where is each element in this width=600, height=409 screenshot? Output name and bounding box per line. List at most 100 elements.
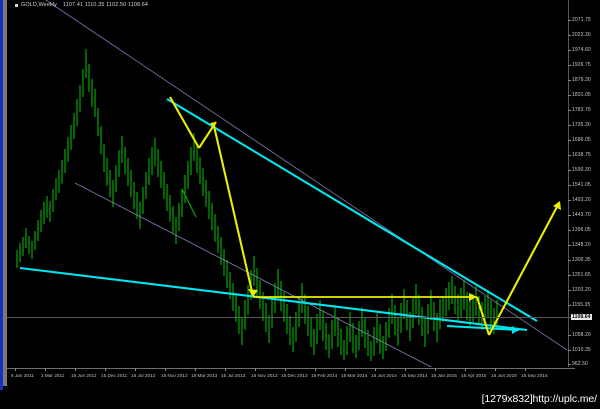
wedge-apex-arrowhead	[512, 326, 519, 334]
date-axis-label: 15 Dec 2013	[281, 373, 308, 378]
price-axis-label: 1879.30	[572, 77, 591, 83]
date-tick	[45, 368, 46, 371]
lower-ascending-trendline[interactable]	[19, 266, 528, 332]
price-tick	[568, 125, 571, 126]
final-drop-leg[interactable]	[475, 296, 491, 336]
price-axis-label: 1831.05	[572, 92, 591, 98]
date-tick	[375, 368, 376, 371]
wave-leg-3[interactable]	[212, 125, 255, 297]
price-axis-label: 1686.05	[572, 137, 591, 143]
price-tick	[568, 140, 571, 141]
price-axis-label: 1251.65	[572, 272, 591, 278]
price-axis-label: 1590.30	[572, 167, 591, 173]
price-axis-label: 1010.35	[572, 347, 591, 353]
price-axis-label: 1783.75	[572, 107, 591, 113]
price-axis-label: 1974.60	[572, 47, 591, 53]
price-tick	[568, 80, 571, 81]
current-price-label: 1108.64	[571, 314, 592, 320]
price-axis-label: 2022.30	[572, 32, 591, 38]
price-axis-label: 1926.75	[572, 62, 591, 68]
price-axis-label: 1203.20	[572, 287, 591, 293]
wave-leg-1[interactable]	[169, 96, 200, 149]
breakout-target-arrow[interactable]	[488, 202, 560, 336]
price-axis-label: 1735.30	[572, 122, 591, 128]
price-candles-right	[442, 276, 498, 334]
price-axis-label: 962.50	[572, 361, 588, 367]
price-tick	[568, 170, 571, 171]
price-tick	[568, 50, 571, 51]
date-tick	[465, 368, 466, 371]
date-tick	[285, 368, 286, 371]
price-tick	[568, 185, 571, 186]
date-axis-label: 15 Nov 2013	[251, 373, 278, 378]
price-tick	[568, 364, 571, 365]
price-tick	[568, 200, 571, 201]
date-tick	[435, 368, 436, 371]
date-tick	[105, 368, 106, 371]
price-axis-label: 1348.20	[572, 242, 591, 248]
price-axis-label: 2071.75	[572, 17, 591, 23]
date-tick	[495, 368, 496, 371]
window-left-border	[0, 0, 3, 409]
date-axis-label: 15 Feb 2014	[311, 373, 338, 378]
price-axis-label: 1155.35	[572, 302, 591, 308]
price-axis[interactable]: 2071.75 2022.30 1974.60 1926.75 1879.30 …	[568, 0, 600, 390]
current-price-line	[7, 317, 575, 318]
upper-guide-line	[45, 0, 568, 351]
date-axis-label: 15 Jan 2015	[431, 373, 457, 378]
price-tick	[568, 95, 571, 96]
date-tick	[15, 368, 16, 371]
date-axis[interactable]: 6 Jan 2011 1 Mar 2011 15 Jun 2011 15 Dec…	[7, 368, 600, 390]
date-axis-label: 15 Jun 2015	[491, 373, 517, 378]
chart-frame[interactable]: 2071.75 2022.30 1974.60 1926.75 1879.30 …	[7, 0, 600, 390]
date-axis-label: 15 Jul 2013	[221, 373, 246, 378]
date-axis-label: 15 Jun 2011	[71, 373, 97, 378]
date-axis-label: 1 Mar 2011	[41, 373, 65, 378]
date-axis-label: 15 Jun 2014	[371, 373, 397, 378]
price-tick	[568, 350, 571, 351]
wedge-apex-arrow[interactable]	[446, 324, 520, 332]
price-tick	[568, 245, 571, 246]
price-tick	[568, 35, 571, 36]
date-axis-label: 15 Nov 2012	[161, 373, 188, 378]
price-axis-label: 1058.20	[572, 332, 591, 338]
price-axis-label: 1638.75	[572, 152, 591, 158]
price-tick	[568, 215, 571, 216]
date-axis-label: 15 Apr 2015	[461, 373, 487, 378]
price-axis-label: 1541.05	[572, 182, 591, 188]
breakout-target-arrowhead	[553, 201, 561, 210]
date-tick	[165, 368, 166, 371]
horizontal-support-arrowhead	[469, 293, 477, 301]
date-tick	[195, 368, 196, 371]
date-tick	[525, 368, 526, 371]
date-tick	[255, 368, 256, 371]
price-tick	[568, 305, 571, 306]
chart-plot-area[interactable]	[7, 0, 575, 367]
price-tick	[568, 110, 571, 111]
date-axis-label: 15 Dec 2011	[101, 373, 128, 378]
price-axis-label: 1300.35	[572, 257, 591, 263]
price-tick	[568, 65, 571, 66]
watermark-strip: [1279x832]http://uplc.me/	[0, 390, 600, 409]
date-axis-label: 15 Mar 2014	[341, 373, 368, 378]
chart-title-bar: GOLD,Weekly 1107.41 1110.35 1102.50 1108…	[15, 2, 148, 9]
wave-leg-3-arrowhead	[248, 289, 258, 297]
dashed-guide-line	[74, 182, 433, 367]
price-tick	[568, 275, 571, 276]
descending-line-extension	[506, 302, 538, 322]
chart-symbol-label: GOLD,Weekly	[21, 2, 57, 8]
chart-ohlc-values: 1107.41 1110.35 1102.50 1108.64	[63, 2, 149, 8]
date-axis-label: 15 Sep 2015	[521, 373, 548, 378]
watermark-text: [1279x832]http://uplc.me/	[481, 393, 598, 405]
date-axis-label: 15 Mar 2013	[191, 373, 218, 378]
chart-bottom-spacer	[3, 386, 600, 390]
price-tick	[568, 230, 571, 231]
price-candles	[16, 49, 441, 361]
upper-descending-trendline[interactable]	[166, 98, 508, 304]
price-tick	[568, 290, 571, 291]
date-tick	[75, 368, 76, 371]
window-left-gutter	[3, 0, 7, 390]
date-tick	[315, 368, 316, 371]
price-axis-label: 1493.20	[572, 197, 591, 203]
